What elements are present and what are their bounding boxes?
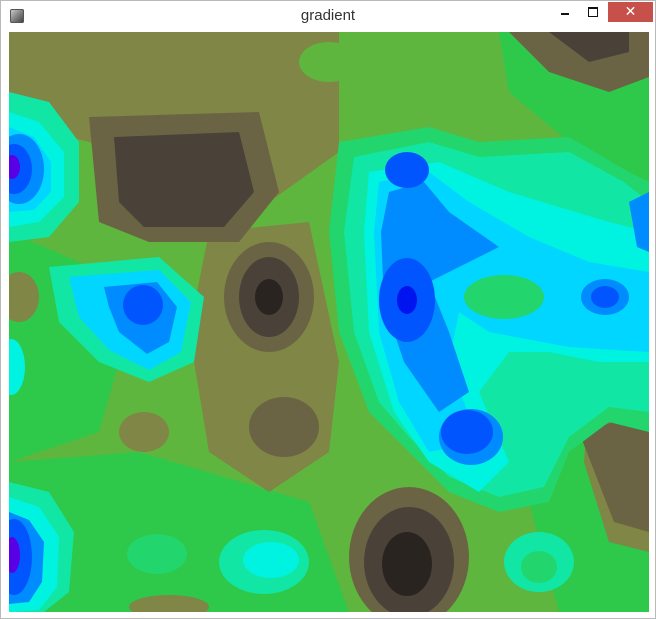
maximize-button[interactable] <box>580 2 606 22</box>
close-icon: ✕ <box>624 4 637 20</box>
title-bar[interactable]: gradient ✕ <box>1 1 655 31</box>
close-button[interactable]: ✕ <box>608 2 653 22</box>
gradient-canvas[interactable] <box>9 32 649 612</box>
app-icon[interactable] <box>10 9 24 23</box>
contour-map <box>9 32 649 612</box>
window-title: gradient <box>300 7 356 24</box>
minimize-icon <box>561 13 569 15</box>
maximize-icon <box>588 7 598 17</box>
minimize-button[interactable] <box>552 2 578 22</box>
